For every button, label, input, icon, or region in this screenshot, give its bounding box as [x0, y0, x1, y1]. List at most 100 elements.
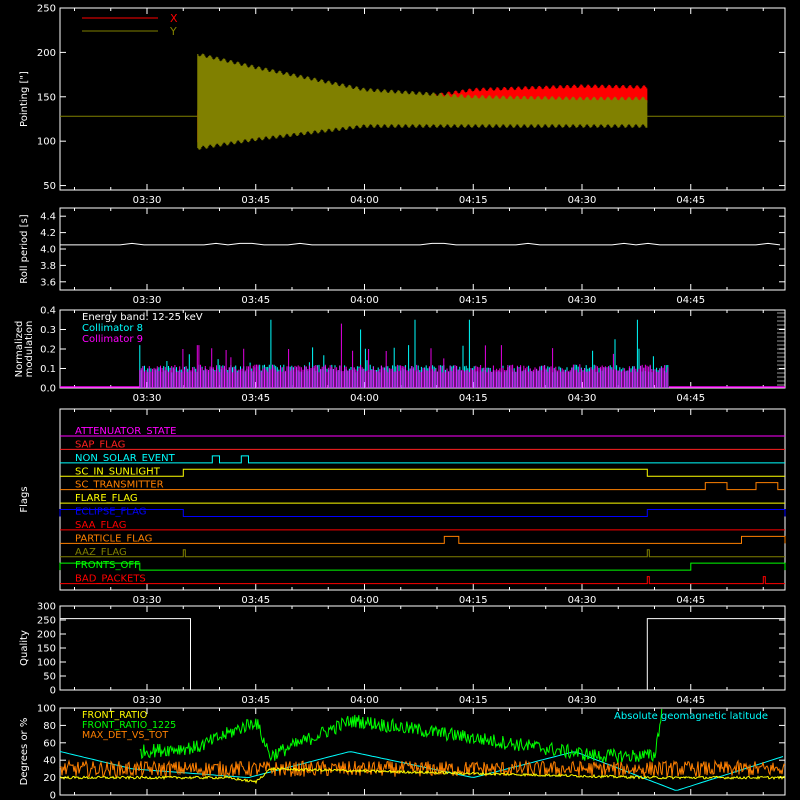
legend-label: FRONT_RATIO_1225 [82, 720, 176, 731]
y-tick-label: 0 [50, 686, 56, 697]
x-tick-label: 04:45 [676, 695, 705, 706]
y-axis-label: Quality [19, 630, 30, 666]
x-tick-label: 04:15 [459, 195, 488, 206]
series-front-ratio [59, 766, 786, 785]
y-tick-label: 100 [37, 704, 56, 715]
y-tick-label: 100 [37, 137, 56, 148]
y-tick-label: 0.3 [40, 325, 56, 336]
x-tick-label: 04:30 [568, 295, 597, 306]
flag-label: ATTENUATOR_STATE [75, 426, 176, 437]
flag-line-fronts-off [59, 562, 786, 571]
y-axis-label: Pointing ["] [19, 71, 30, 127]
x-tick-label: 04:30 [568, 595, 597, 606]
x-tick-label: 04:30 [568, 695, 597, 706]
flag-label: BAD_PACKETS [75, 574, 146, 585]
x-tick-label: 04:15 [459, 393, 488, 404]
legend-label: MAX_DET_VS_TOT [82, 730, 168, 741]
y-tick-label: 50 [43, 672, 56, 683]
series-front-ratio-1225 [139, 708, 663, 763]
y-tick-label: 3.8 [40, 261, 56, 272]
x-tick-label: 03:30 [133, 695, 162, 706]
legend-label-geomagnetic: Absolute geomagnetic latitude [614, 711, 768, 722]
x-tick-label: 04:30 [568, 195, 597, 206]
legend-label-collimator: Collimator 8 [82, 323, 143, 334]
y-tick-label: 150 [37, 644, 56, 655]
y-tick-label: 50 [43, 181, 56, 192]
y-tick-label: 20 [43, 773, 56, 784]
y-axis-label: Degrees or % [19, 718, 30, 786]
y-tick-label: 40 [43, 756, 56, 767]
flag-label: FLARE_FLAG [75, 493, 138, 504]
y-tick-label: 0.2 [40, 345, 56, 356]
x-tick-label: 03:30 [133, 295, 162, 306]
y-tick-label: 250 [37, 616, 56, 627]
x-tick-label: 04:45 [676, 195, 705, 206]
roll-period-line [60, 242, 781, 246]
x-tick-label: 03:45 [241, 393, 270, 404]
y-axis-label: Roll period [s] [19, 214, 30, 283]
x-tick-label: 04:45 [676, 295, 705, 306]
y-tick-label: 250 [37, 4, 56, 15]
flag-line-non-solar-event [60, 455, 785, 464]
flag-line-particle-flag [60, 535, 786, 544]
y-tick-label: 4.2 [40, 228, 56, 239]
y-axis-label: Normalized [14, 321, 25, 378]
x-tick-label: 03:45 [241, 595, 270, 606]
y-tick-label: 300 [37, 602, 56, 613]
x-tick-label: 04:15 [459, 695, 488, 706]
legend-label-y: Y [169, 25, 177, 38]
y-tick-label: 200 [37, 630, 56, 641]
flag-line-sc-transmitter [60, 482, 785, 491]
y-tick-label: 4.4 [40, 212, 56, 223]
flag-label: SC_IN_SUNLIGHT [75, 466, 161, 477]
y-tick-label: 0.1 [40, 364, 56, 375]
x-tick-label: 04:00 [350, 695, 379, 706]
series-y-envelope [197, 53, 648, 150]
flag-line-bad-packets [60, 576, 785, 585]
flag-label: SC_TRANSMITTER [75, 480, 164, 491]
x-tick-label: 03:30 [133, 595, 162, 606]
y-tick-label: 100 [37, 658, 56, 669]
legend-label-x: X [170, 12, 178, 25]
flag-line-eclipse-flag [59, 509, 786, 517]
x-tick-label: 03:30 [133, 195, 162, 206]
y-axis-label: Flags [19, 486, 30, 512]
panel-frame-3 [59, 408, 786, 591]
x-tick-label: 04:00 [350, 295, 379, 306]
flag-label: SAP_FLAG [75, 439, 125, 450]
flag-label: FRONTS_OFF [75, 560, 140, 571]
x-tick-label: 04:00 [350, 195, 379, 206]
x-tick-label: 04:15 [459, 595, 488, 606]
y-tick-label: 0.0 [40, 384, 56, 395]
y-tick-label: 150 [37, 92, 56, 103]
x-tick-label: 04:15 [459, 295, 488, 306]
flag-label: ECLIPSE_FLAG [75, 507, 146, 518]
energy-band-annotation: Energy band: 12-25 keV [82, 312, 203, 323]
quality-line [60, 618, 785, 691]
x-tick-label: 04:00 [350, 393, 379, 404]
x-tick-label: 04:30 [568, 393, 597, 404]
flag-line-aaz-flag [60, 549, 785, 558]
x-tick-label: 04:45 [676, 595, 705, 606]
flag-label: SAA_FLAG [75, 520, 126, 531]
y-tick-label: 200 [37, 48, 56, 59]
legend-label: FRONT_RATIO [82, 710, 147, 721]
y-tick-label: 3.6 [40, 277, 56, 288]
series-max-det-vs-tot [59, 759, 786, 779]
y-tick-label: 80 [43, 721, 56, 732]
panels-layer: 03:30 03:45 04:00 04:15 04:30 04:45 50 100 150 20… [14, 4, 786, 800]
modulation-collimator-9 [139, 323, 669, 388]
y-tick-label: 0.4 [40, 306, 56, 317]
x-tick-label: 04:45 [676, 393, 705, 404]
flag-line-sc-in-sunlight [60, 468, 785, 477]
x-tick-label: 03:45 [241, 295, 270, 306]
x-tick-label: 03:45 [241, 695, 270, 706]
legend-label-collimator: Collimator 9 [82, 334, 143, 345]
y-tick-label: 60 [43, 738, 56, 749]
y-tick-label: 4.0 [40, 245, 56, 256]
flag-label: AAZ_FLAG [75, 547, 127, 558]
y-axis-label: modulation [24, 321, 35, 378]
x-tick-label: 03:30 [133, 393, 162, 404]
flag-label: NON_SOLAR_EVENT [75, 453, 176, 464]
